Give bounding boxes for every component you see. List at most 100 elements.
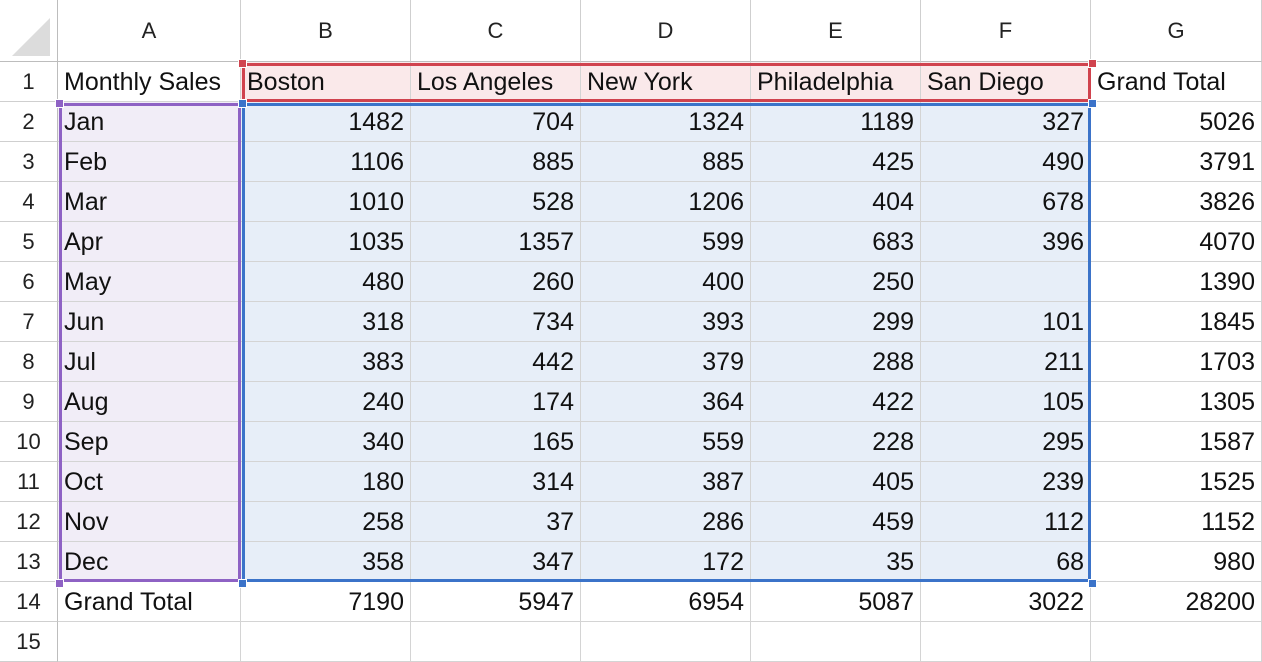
cell-d12[interactable]: 286 bbox=[581, 502, 751, 542]
cell-f10[interactable]: 295 bbox=[921, 422, 1091, 462]
cell-d14[interactable]: 6954 bbox=[581, 582, 751, 622]
row-header-13[interactable]: 13 bbox=[0, 542, 58, 582]
cell-b11[interactable]: 180 bbox=[241, 462, 411, 502]
cell-e4[interactable]: 404 bbox=[751, 182, 921, 222]
cell-a14[interactable]: Grand Total bbox=[58, 582, 241, 622]
cell-d15[interactable] bbox=[581, 622, 751, 662]
cell-b6[interactable]: 480 bbox=[241, 262, 411, 302]
cell-c2[interactable]: 704 bbox=[411, 102, 581, 142]
range-highlight-b2-f13-handle-top-left[interactable] bbox=[238, 99, 247, 108]
cell-d8[interactable]: 379 bbox=[581, 342, 751, 382]
cell-b13[interactable]: 358 bbox=[241, 542, 411, 582]
cell-g11[interactable]: 1525 bbox=[1091, 462, 1262, 502]
cell-e14[interactable]: 5087 bbox=[751, 582, 921, 622]
cell-g14[interactable]: 28200 bbox=[1091, 582, 1262, 622]
cell-a15[interactable] bbox=[58, 622, 241, 662]
range-highlight-b2-f13-handle-bottom-left[interactable] bbox=[238, 579, 247, 588]
cell-d13[interactable]: 172 bbox=[581, 542, 751, 582]
row-header-11[interactable]: 11 bbox=[0, 462, 58, 502]
cell-g15[interactable] bbox=[1091, 622, 1262, 662]
row-header-15[interactable]: 15 bbox=[0, 622, 58, 662]
cell-c6[interactable]: 260 bbox=[411, 262, 581, 302]
cell-e10[interactable]: 228 bbox=[751, 422, 921, 462]
range-highlight-a2-a13-handle-top-left[interactable] bbox=[55, 99, 64, 108]
cell-b15[interactable] bbox=[241, 622, 411, 662]
cell-c7[interactable]: 734 bbox=[411, 302, 581, 342]
cell-c4[interactable]: 528 bbox=[411, 182, 581, 222]
cell-b9[interactable]: 240 bbox=[241, 382, 411, 422]
cell-e13[interactable]: 35 bbox=[751, 542, 921, 582]
cell-f9[interactable]: 105 bbox=[921, 382, 1091, 422]
cell-d1[interactable]: New York bbox=[581, 62, 751, 102]
cell-f7[interactable]: 101 bbox=[921, 302, 1091, 342]
cell-b8[interactable]: 383 bbox=[241, 342, 411, 382]
cell-c10[interactable]: 165 bbox=[411, 422, 581, 462]
cell-f8[interactable]: 211 bbox=[921, 342, 1091, 382]
cell-f12[interactable]: 112 bbox=[921, 502, 1091, 542]
cell-e8[interactable]: 288 bbox=[751, 342, 921, 382]
cell-a5[interactable]: Apr bbox=[58, 222, 241, 262]
cell-e3[interactable]: 425 bbox=[751, 142, 921, 182]
cell-f15[interactable] bbox=[921, 622, 1091, 662]
cell-b1[interactable]: Boston bbox=[241, 62, 411, 102]
cell-g5[interactable]: 4070 bbox=[1091, 222, 1262, 262]
cell-f13[interactable]: 68 bbox=[921, 542, 1091, 582]
column-header-c[interactable]: C bbox=[411, 0, 581, 62]
cell-c15[interactable] bbox=[411, 622, 581, 662]
row-header-12[interactable]: 12 bbox=[0, 502, 58, 542]
cell-f4[interactable]: 678 bbox=[921, 182, 1091, 222]
range-highlight-b2-f13-handle-bottom-right[interactable] bbox=[1088, 579, 1097, 588]
row-header-10[interactable]: 10 bbox=[0, 422, 58, 462]
cell-a1[interactable]: Monthly Sales bbox=[58, 62, 241, 102]
row-header-7[interactable]: 7 bbox=[0, 302, 58, 342]
cell-b7[interactable]: 318 bbox=[241, 302, 411, 342]
cell-a9[interactable]: Aug bbox=[58, 382, 241, 422]
cell-e15[interactable] bbox=[751, 622, 921, 662]
cell-e11[interactable]: 405 bbox=[751, 462, 921, 502]
cell-g3[interactable]: 3791 bbox=[1091, 142, 1262, 182]
cell-a8[interactable]: Jul bbox=[58, 342, 241, 382]
range-highlight-b1-f1-handle-top-right[interactable] bbox=[1088, 59, 1097, 68]
cell-c1[interactable]: Los Angeles bbox=[411, 62, 581, 102]
row-header-1[interactable]: 1 bbox=[0, 62, 58, 102]
cell-a10[interactable]: Sep bbox=[58, 422, 241, 462]
cell-g9[interactable]: 1305 bbox=[1091, 382, 1262, 422]
column-header-d[interactable]: D bbox=[581, 0, 751, 62]
column-header-f[interactable]: F bbox=[921, 0, 1091, 62]
cell-g10[interactable]: 1587 bbox=[1091, 422, 1262, 462]
cell-a7[interactable]: Jun bbox=[58, 302, 241, 342]
cell-a11[interactable]: Oct bbox=[58, 462, 241, 502]
cell-b12[interactable]: 258 bbox=[241, 502, 411, 542]
cell-b2[interactable]: 1482 bbox=[241, 102, 411, 142]
range-highlight-a2-a13-handle-bottom-left[interactable] bbox=[55, 579, 64, 588]
cell-g2[interactable]: 5026 bbox=[1091, 102, 1262, 142]
cell-e7[interactable]: 299 bbox=[751, 302, 921, 342]
cell-b4[interactable]: 1010 bbox=[241, 182, 411, 222]
cell-d7[interactable]: 393 bbox=[581, 302, 751, 342]
range-highlight-b1-f1-handle-top-left[interactable] bbox=[238, 59, 247, 68]
cell-c13[interactable]: 347 bbox=[411, 542, 581, 582]
cell-g1[interactable]: Grand Total bbox=[1091, 62, 1262, 102]
row-header-9[interactable]: 9 bbox=[0, 382, 58, 422]
cell-d5[interactable]: 599 bbox=[581, 222, 751, 262]
column-header-g[interactable]: G bbox=[1091, 0, 1262, 62]
cell-f11[interactable]: 239 bbox=[921, 462, 1091, 502]
cell-g12[interactable]: 1152 bbox=[1091, 502, 1262, 542]
cell-e6[interactable]: 250 bbox=[751, 262, 921, 302]
cell-e5[interactable]: 683 bbox=[751, 222, 921, 262]
row-header-8[interactable]: 8 bbox=[0, 342, 58, 382]
column-header-a[interactable]: A bbox=[58, 0, 241, 62]
cell-a6[interactable]: May bbox=[58, 262, 241, 302]
cell-c14[interactable]: 5947 bbox=[411, 582, 581, 622]
row-header-5[interactable]: 5 bbox=[0, 222, 58, 262]
cell-b5[interactable]: 1035 bbox=[241, 222, 411, 262]
cell-e1[interactable]: Philadelphia bbox=[751, 62, 921, 102]
cell-a13[interactable]: Dec bbox=[58, 542, 241, 582]
row-header-2[interactable]: 2 bbox=[0, 102, 58, 142]
cell-d2[interactable]: 1324 bbox=[581, 102, 751, 142]
cell-e2[interactable]: 1189 bbox=[751, 102, 921, 142]
cell-f3[interactable]: 490 bbox=[921, 142, 1091, 182]
range-highlight-b2-f13-handle-top-right[interactable] bbox=[1088, 99, 1097, 108]
cell-c8[interactable]: 442 bbox=[411, 342, 581, 382]
cell-g13[interactable]: 980 bbox=[1091, 542, 1262, 582]
